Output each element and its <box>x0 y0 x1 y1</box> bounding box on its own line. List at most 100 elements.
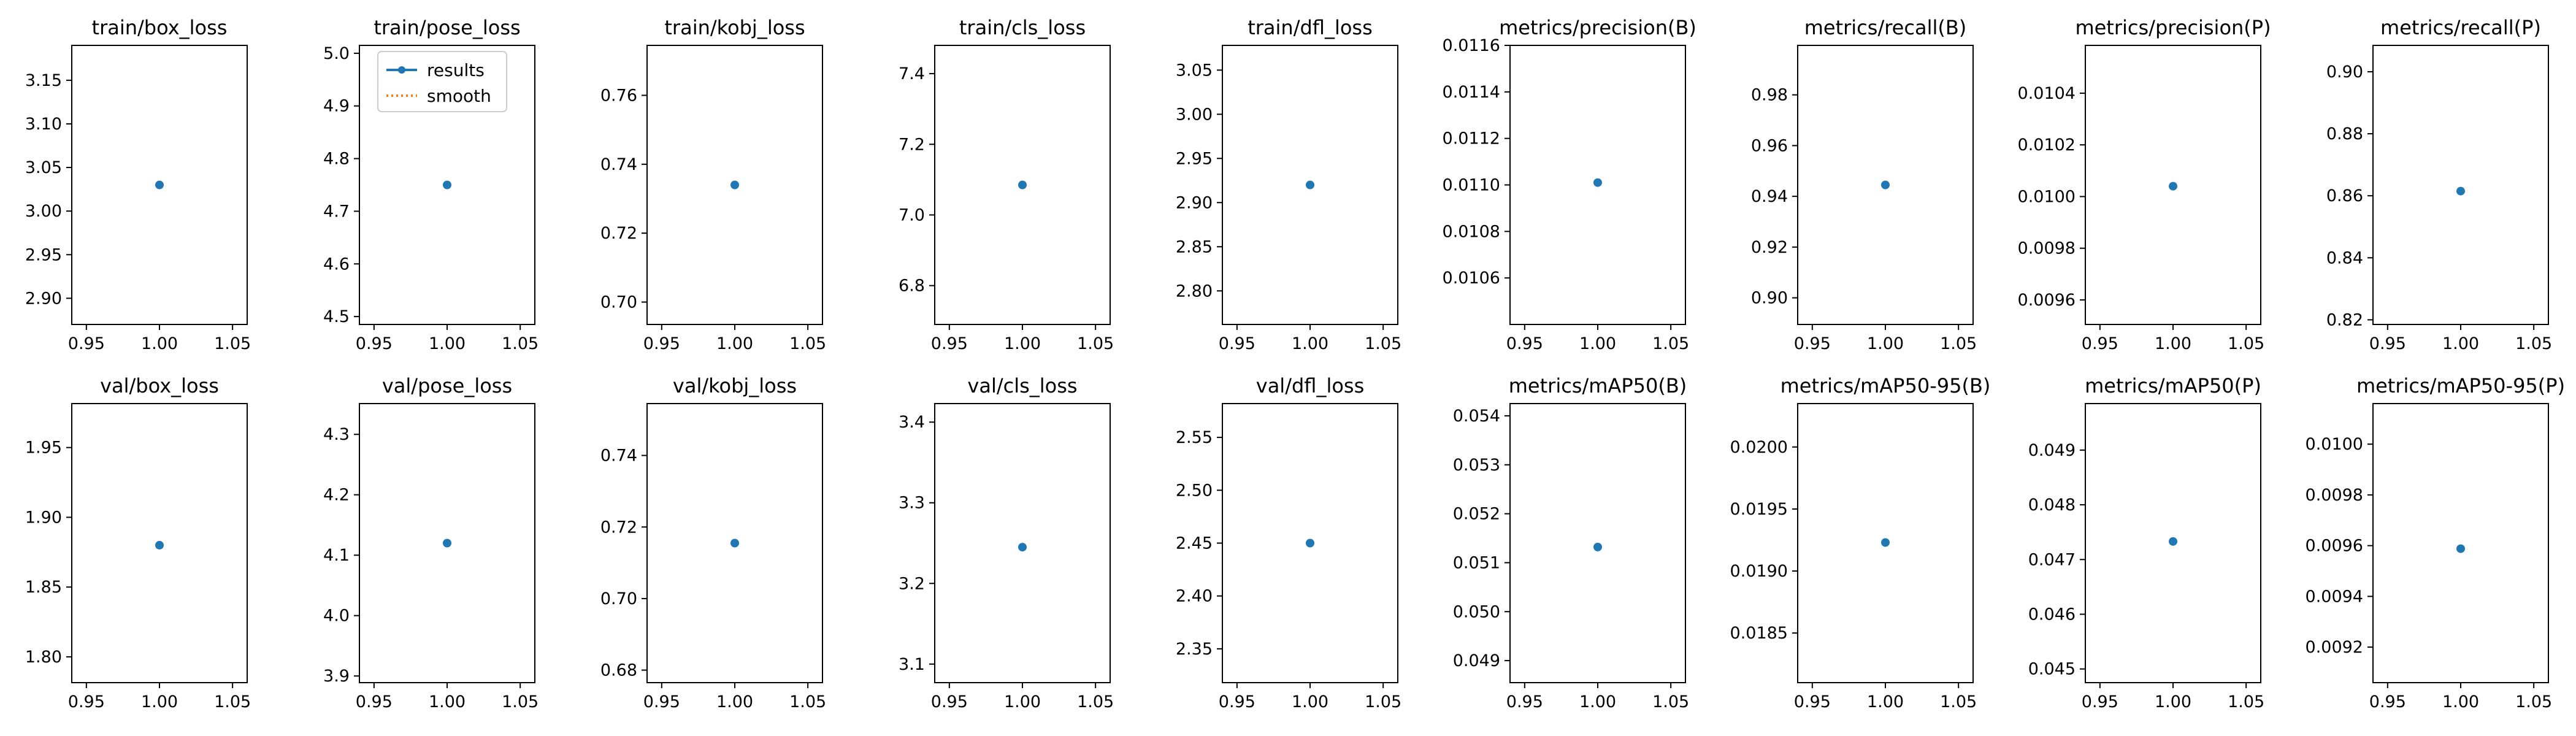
subplot-metrics-recall-b-: metrics/recall(B) 0.95 1.00 1.05 0.90 0.92 0.9… <box>1751 16 1977 353</box>
y-tick-label: 3.05 <box>1176 61 1213 80</box>
y-tick-label: 0.0094 <box>2306 587 2363 606</box>
y-tick-label: 0.90 <box>2326 63 2363 82</box>
results-point <box>443 539 451 548</box>
x-tick-label: 1.00 <box>2155 692 2191 711</box>
axes-frame <box>2372 45 2549 325</box>
x-tick-label: 0.95 <box>2082 334 2118 353</box>
legend: results smooth <box>377 51 507 112</box>
y-tick-label: 0.049 <box>2028 441 2076 460</box>
subplot-metrics-precision-b-: metrics/precision(B) 0.95 1.00 1.05 0.0106 0.… <box>1443 16 1696 353</box>
subplot-title: metrics/mAP50(P) <box>2085 374 2261 397</box>
subplot-val-dfl-loss: val/dfl_loss 0.95 1.00 1.05 2.35 2.40 2.45 2.50… <box>1176 374 1401 711</box>
results-point <box>730 539 739 548</box>
subplot-train-dfl-loss: train/dfl_loss 0.95 1.00 1.05 2.80 2.85 2.90 2.… <box>1176 16 1401 353</box>
x-tick-label: 0.95 <box>356 334 393 353</box>
subplot-val-kobj-loss: val/kobj_loss 0.95 1.00 1.05 0.68 0.70 0.72 0.7… <box>600 374 826 711</box>
subplot-title: metrics/mAP50(B) <box>1509 374 1687 397</box>
subplot-metrics-map50-95-b-: metrics/mAP50-95(B) 0.95 1.00 1.05 0.0185 0.0… <box>1730 374 1991 711</box>
y-tick-label: 5.0 <box>323 44 350 63</box>
y-tick-label: 1.80 <box>25 648 62 667</box>
y-tick-label: 3.15 <box>25 71 62 90</box>
x-tick-label: 1.00 <box>1867 334 1904 353</box>
subplot-title: metrics/precision(B) <box>1499 16 1696 39</box>
subplot-title: val/pose_loss <box>382 374 512 397</box>
subplot-title: train/kobj_loss <box>664 16 805 39</box>
x-tick-label: 1.05 <box>1940 692 1977 711</box>
x-tick-label: 1.05 <box>1365 334 1401 353</box>
x-tick-label: 0.95 <box>931 334 968 353</box>
subplot-title: val/box_loss <box>100 374 219 397</box>
y-tick-label: 1.90 <box>25 508 62 527</box>
y-tick-label: 0.045 <box>2028 660 2076 679</box>
y-tick-label: 0.0195 <box>1730 500 1788 519</box>
x-tick-label: 1.00 <box>2442 692 2479 711</box>
y-tick-label: 0.98 <box>1751 86 1788 105</box>
y-tick-label: 0.84 <box>2326 248 2363 267</box>
y-tick-label: 0.048 <box>2028 496 2076 515</box>
x-tick-label: 1.00 <box>2155 334 2191 353</box>
subplot-metrics-map50-95-p-: metrics/mAP50-95(P) 0.95 1.00 1.05 0.0092 0.0… <box>2306 374 2566 711</box>
x-tick-label: 1.05 <box>502 692 539 711</box>
subplot-title: train/dfl_loss <box>1248 16 1373 39</box>
x-tick-label: 0.95 <box>68 334 105 353</box>
y-tick-label: 3.1 <box>899 655 925 674</box>
x-tick-label: 1.05 <box>1652 334 1689 353</box>
x-tick-label: 0.95 <box>931 692 968 711</box>
y-tick-label: 0.72 <box>600 518 637 537</box>
x-tick-label: 1.00 <box>1004 334 1041 353</box>
y-tick-label: 0.0190 <box>1730 562 1788 581</box>
y-tick-label: 4.2 <box>323 486 350 505</box>
x-tick-label: 1.00 <box>1292 334 1328 353</box>
subplot-metrics-map50-p-: metrics/mAP50(P) 0.95 1.00 1.05 0.045 0.046 0.… <box>2028 374 2265 711</box>
y-tick-label: 3.9 <box>323 667 350 686</box>
y-tick-label: 0.74 <box>600 155 637 174</box>
y-tick-label: 0.051 <box>1453 553 1500 572</box>
x-tick-label: 0.95 <box>1219 334 1255 353</box>
y-tick-label: 2.45 <box>1176 534 1213 553</box>
y-tick-label: 6.8 <box>899 277 925 296</box>
y-tick-label: 2.80 <box>1176 282 1213 301</box>
y-tick-label: 3.2 <box>899 574 925 593</box>
y-tick-label: 0.70 <box>600 589 637 608</box>
y-tick-label: 4.9 <box>323 97 350 116</box>
x-tick-label: 0.95 <box>2369 334 2406 353</box>
y-tick-label: 0.0092 <box>2306 638 2363 657</box>
x-tick-label: 0.95 <box>2082 692 2118 711</box>
y-tick-label: 0.0104 <box>2018 84 2076 103</box>
y-tick-label: 0.0110 <box>1443 176 1500 195</box>
x-tick-label: 1.05 <box>214 692 251 711</box>
subplot-title: metrics/mAP50-95(P) <box>2356 374 2565 397</box>
results-point <box>155 180 164 190</box>
x-tick-label: 1.00 <box>1579 334 1616 353</box>
y-tick-label: 2.40 <box>1176 587 1213 606</box>
y-tick-label: 0.86 <box>2326 186 2363 205</box>
y-tick-label: 0.94 <box>1751 187 1788 206</box>
results-point <box>2169 182 2177 191</box>
results-point <box>730 180 739 190</box>
y-tick-label: 3.4 <box>899 413 925 432</box>
x-tick-label: 1.05 <box>2228 692 2264 711</box>
y-tick-label: 0.052 <box>1453 505 1500 524</box>
x-tick-label: 1.00 <box>1579 692 1616 711</box>
subplot-title: val/cls_loss <box>967 374 1077 397</box>
x-tick-label: 1.05 <box>2228 334 2264 353</box>
subplot-title: metrics/mAP50-95(B) <box>1781 374 1991 397</box>
y-tick-label: 2.95 <box>25 245 62 264</box>
results-point <box>1306 180 1314 190</box>
y-tick-label: 0.0114 <box>1443 83 1500 102</box>
x-tick-label: 0.95 <box>643 692 680 711</box>
results-point <box>1593 542 1602 551</box>
y-tick-label: 4.6 <box>323 255 350 274</box>
y-tick-label: 0.70 <box>600 293 637 312</box>
y-tick-label: 7.4 <box>899 64 925 83</box>
x-tick-label: 1.05 <box>2515 692 2552 711</box>
y-tick-label: 0.047 <box>2028 550 2076 569</box>
x-tick-label: 0.95 <box>1794 692 1831 711</box>
y-tick-label: 2.55 <box>1176 428 1213 447</box>
subplot-metrics-map50-b-: metrics/mAP50(B) 0.95 1.00 1.05 0.049 0.050 0.… <box>1453 374 1690 711</box>
x-tick-label: 1.05 <box>1365 692 1401 711</box>
x-tick-label: 1.05 <box>789 692 826 711</box>
y-tick-label: 0.046 <box>2028 605 2076 624</box>
x-tick-label: 1.05 <box>1077 692 1114 711</box>
x-tick-label: 1.00 <box>429 334 466 353</box>
